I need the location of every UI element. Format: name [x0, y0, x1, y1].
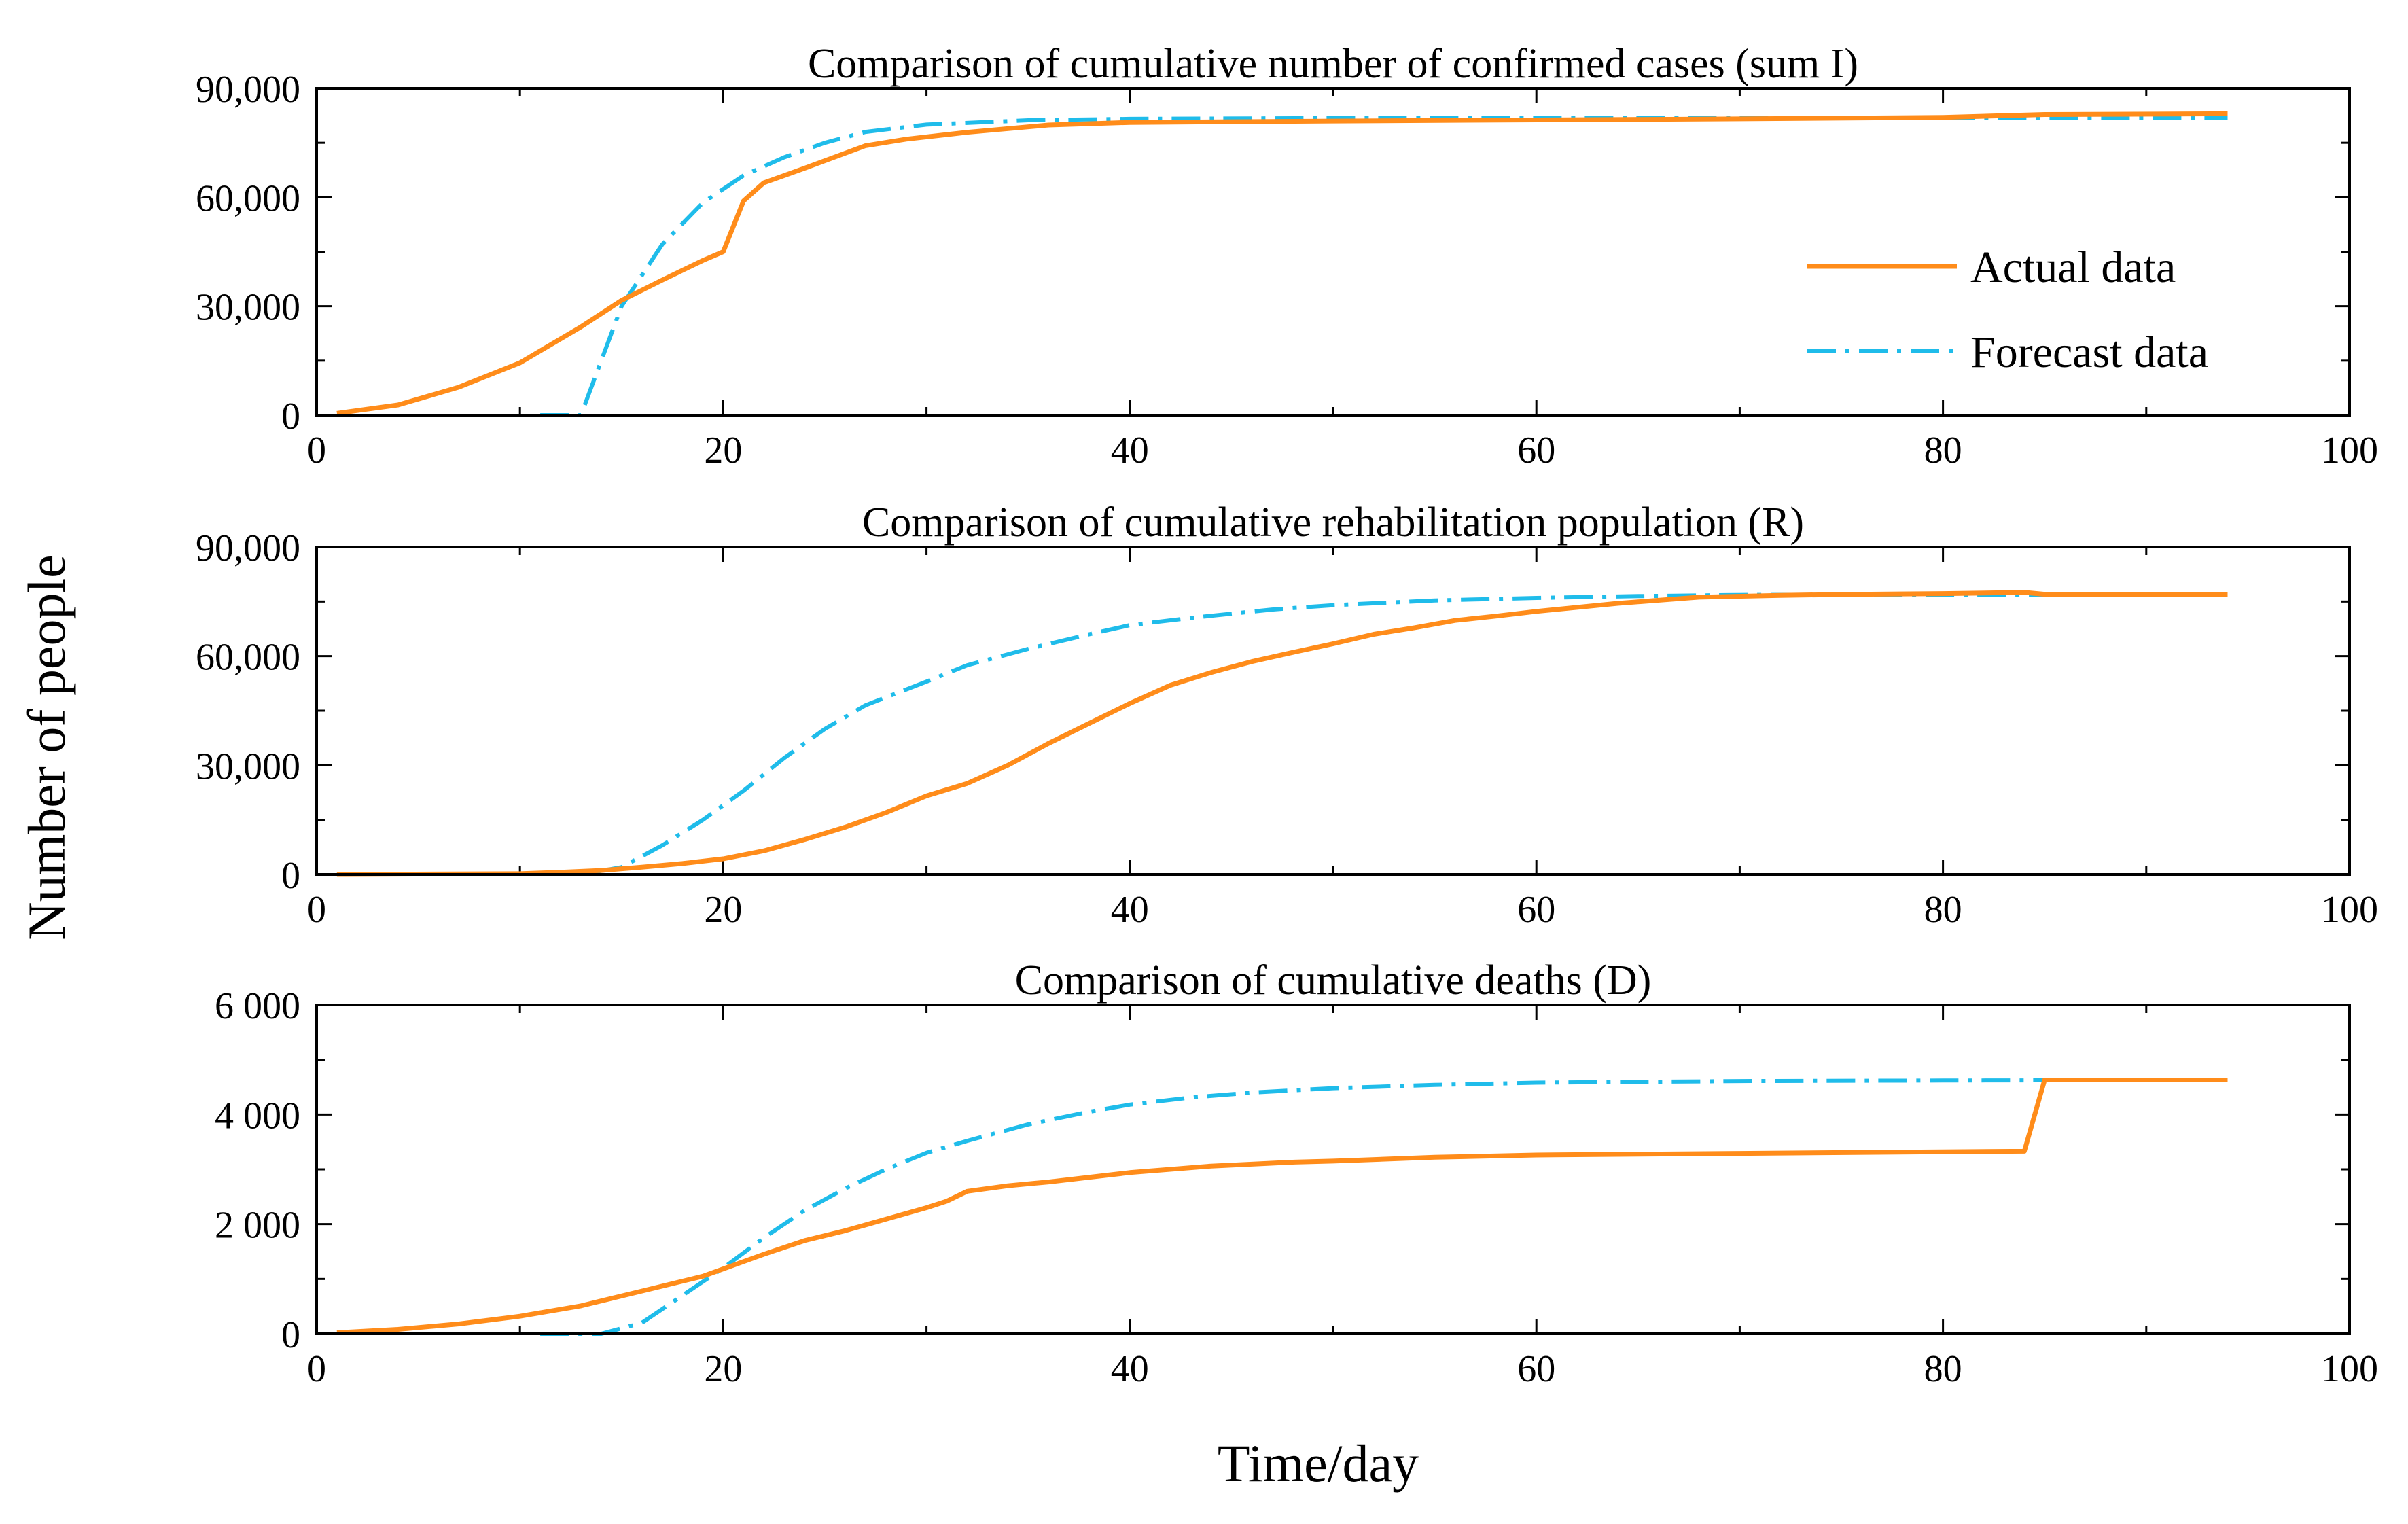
panel-2-series-forecast-data	[336, 592, 2228, 876]
panel-1-y-tick-label: 0	[281, 395, 300, 438]
legend-label-actual: Actual data	[1970, 243, 2176, 292]
panel-2: Comparison of cumulative rehabilitation …	[196, 499, 2378, 931]
panel-2-y-tick-label: 30,000	[196, 745, 300, 787]
panel-3-x-tick-label: 0	[307, 1348, 326, 1390]
panel-1-x-tick-label: 60	[1517, 429, 1555, 472]
panel-2-title: Comparison of cumulative rehabilitation …	[862, 499, 1804, 546]
y-axis-title: Number of people	[17, 554, 76, 940]
panel-2-frame	[315, 546, 2351, 876]
panel-3-series-actual-data	[336, 1078, 2228, 1335]
panel-1-x-tick-label: 100	[2321, 429, 2378, 472]
panel-1-y-tick-label: 60,000	[196, 177, 300, 219]
panel-2-y-tick-label: 90,000	[196, 527, 300, 569]
panel-2-x-tick-label: 80	[1924, 889, 1962, 931]
panel-3-series-forecast-data	[540, 1078, 2228, 1336]
panel-3-x-tick-label: 100	[2321, 1348, 2378, 1390]
panel-2-x-tick-label: 100	[2321, 889, 2378, 931]
panel-2-x-tick-label: 20	[704, 889, 742, 931]
panel-3-title: Comparison of cumulative deaths (D)	[1015, 957, 1652, 1004]
x-axis-title: Time/day	[1218, 1434, 1419, 1493]
panel-3: Comparison of cumulative deaths (D) 0 20 40…	[215, 957, 2378, 1390]
panel-3-y-tick-label: 6 000	[215, 985, 300, 1027]
panel-3-x-tick-label: 40	[1111, 1348, 1149, 1390]
panel-3-y-tick-label: 4 000	[215, 1095, 300, 1137]
panel-3-x-tick-label: 20	[704, 1348, 742, 1390]
panel-2-y-tick-label: 0	[281, 855, 300, 897]
panel-3-x-tick-label: 80	[1924, 1348, 1962, 1390]
panel-2-x-tick-label: 60	[1517, 889, 1555, 931]
panel-3-x-tick-label: 60	[1517, 1348, 1555, 1390]
panel-3-y-tick-label: 0	[281, 1314, 300, 1356]
panel-2-y-tick-label: 60,000	[196, 637, 300, 679]
panel-1-x-tick-label: 80	[1924, 429, 1962, 472]
panel-1: Comparison of cumulative number of confi…	[196, 41, 2378, 472]
panel-3-frame	[315, 1004, 2351, 1335]
panel-1-title: Comparison of cumulative number of confi…	[808, 41, 1858, 87]
panel-2-series-actual-data	[336, 590, 2228, 877]
panel-1-y-tick-label: 30,000	[196, 287, 300, 329]
panel-2-x-tick-label: 0	[307, 889, 326, 931]
panel-1-frame	[315, 87, 2351, 417]
panel-1-x-tick-label: 40	[1111, 429, 1149, 472]
panel-1-y-tick-label: 90,000	[196, 69, 300, 111]
panel-1-x-tick-label: 20	[704, 429, 742, 472]
panel-2-x-tick-label: 40	[1111, 889, 1149, 931]
legend-label-forecast: Forecast data	[1970, 327, 2208, 377]
panel-1-series-actual-data	[336, 111, 2228, 416]
panel-3-y-tick-label: 2 000	[215, 1205, 300, 1247]
legend: Actual data Forecast data	[1807, 243, 2208, 377]
panel-1-x-tick-label: 0	[307, 429, 326, 472]
